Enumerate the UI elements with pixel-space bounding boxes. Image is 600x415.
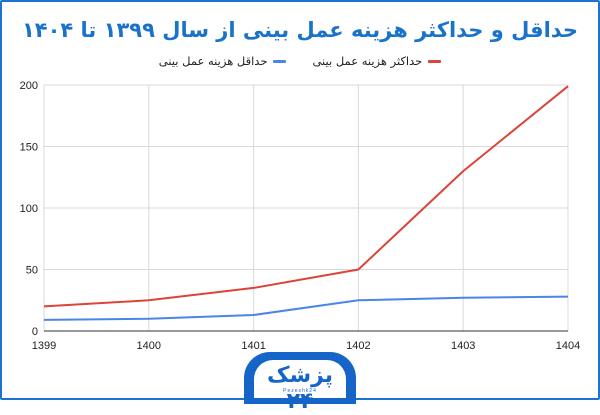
legend-item-min: حداقل هزینه عمل بینی: [159, 54, 287, 68]
legend-label-max: حداکثر هزینه عمل بینی: [312, 54, 423, 68]
chart-grid: [43, 84, 569, 331]
x-tick-label: 1399: [32, 340, 56, 352]
chart-tick-labels: 0 50 100 150 200 1399 1400 1401 1402 1403 1404: [20, 80, 581, 352]
y-tick-label: 100: [20, 203, 38, 215]
series-line-min: [43, 295, 569, 321]
legend-swatch-min: [273, 59, 287, 63]
chart-legend: حداکثر هزینه عمل بینی حداقل هزینه عمل بی…: [0, 54, 600, 68]
y-tick-label: 150: [20, 142, 38, 154]
series-line-max: [43, 85, 569, 308]
y-tick-label: 0: [32, 326, 38, 338]
legend-label-min: حداقل هزینه عمل بینی: [158, 54, 268, 68]
x-tick-label: 1403: [451, 340, 475, 352]
chart-series: [43, 85, 569, 321]
legend-item-max: حداکثر هزینه عمل بینی: [312, 54, 442, 68]
x-tick-label: 1400: [137, 340, 161, 352]
x-tick-label: 1401: [241, 340, 265, 352]
brand-logo-text: پزشک ۲۴: [266, 363, 334, 414]
line-chart: 0 50 100 150 200 1399 1400 1401 1402 1403 1404: [20, 80, 581, 352]
y-tick-label: 50: [26, 265, 38, 277]
x-tick-label: 1404: [556, 340, 580, 352]
chart-title: حداقل و حداکثر هزینه عمل بینی از سال ۱۳۹…: [21, 18, 579, 42]
brand-logo-inner: پزشک ۲۴ Pezeshk24: [254, 360, 346, 414]
legend-swatch-max: [428, 59, 442, 63]
brand-logo: پزشک ۲۴ Pezeshk24: [244, 352, 356, 414]
x-tick-label: 1402: [346, 340, 370, 352]
brand-logo-subtext: Pezeshk24: [283, 388, 317, 394]
y-tick-label: 200: [20, 80, 38, 92]
